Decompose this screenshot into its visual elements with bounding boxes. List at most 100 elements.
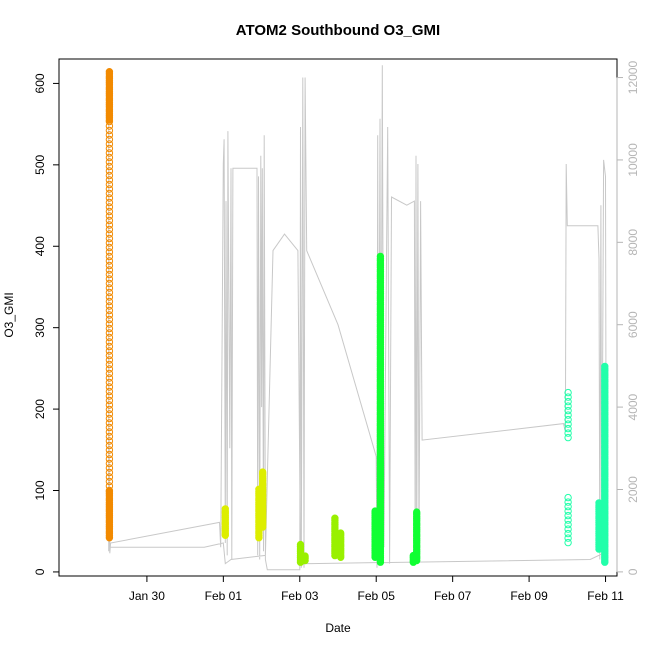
- data-point: [564, 420, 572, 428]
- y2-tick-label: 6000: [626, 311, 640, 338]
- data-point: [105, 180, 114, 189]
- data-point: [105, 302, 114, 310]
- data-point: [105, 225, 114, 234]
- y2-tick-label: 8000: [626, 229, 640, 256]
- data-point: [564, 415, 572, 424]
- y-tick-label: 200: [33, 399, 47, 419]
- data-point: [564, 502, 572, 511]
- data-point: [105, 149, 114, 157]
- data-point: [105, 450, 114, 459]
- data-point: [564, 493, 572, 502]
- x-tick-label: Feb 07: [434, 589, 472, 603]
- data-point: [105, 324, 114, 333]
- data-point: [105, 351, 114, 360]
- data-point: [105, 446, 114, 454]
- data-point: [564, 393, 572, 401]
- data-point: [105, 243, 114, 252]
- data-point: [105, 405, 114, 414]
- data-point: [105, 140, 114, 148]
- x-tick-label: Feb 05: [358, 589, 396, 603]
- y-tick-label: 600: [33, 73, 47, 93]
- x-tick-label: Jan 30: [129, 589, 165, 603]
- data-point: [105, 216, 114, 225]
- data-point: [564, 534, 572, 542]
- data-point: [105, 167, 114, 175]
- x-tick-label: Feb 01: [205, 589, 243, 603]
- data-point: [105, 288, 114, 297]
- data-point: [105, 333, 114, 342]
- x-tick-label: Feb 11: [587, 589, 624, 603]
- data-point: [301, 552, 309, 560]
- x-tick-label: Feb 09: [510, 589, 548, 603]
- data-point: [105, 293, 114, 301]
- data-point: [105, 320, 114, 328]
- data-point: [105, 477, 114, 486]
- data-point: [105, 459, 114, 468]
- data-point: [564, 511, 572, 520]
- data-point: [105, 117, 114, 126]
- data-point: [105, 248, 114, 256]
- data-point: [564, 429, 572, 437]
- data-points-layer: [105, 68, 609, 566]
- y-axis: 0 100 200 300 400 500 600: [33, 73, 60, 575]
- data-point: [564, 424, 572, 433]
- data-point: [105, 369, 114, 378]
- y2-tick-label: 4000: [626, 393, 640, 420]
- x-tick-label: Feb 03: [281, 589, 319, 603]
- data-point: [564, 411, 572, 419]
- data-point: [564, 397, 572, 406]
- data-point: [105, 414, 114, 423]
- data-point: [105, 176, 114, 184]
- data-point: [564, 538, 572, 547]
- data-point: [105, 315, 114, 324]
- data-point: [105, 203, 114, 211]
- data-point: [564, 516, 572, 524]
- data-point: [259, 468, 267, 476]
- data-point: [105, 261, 114, 270]
- data-point: [296, 540, 305, 549]
- secondary-y-axis: 0 2000 4000 6000 8000 10000 12000: [616, 61, 640, 575]
- data-point: [105, 158, 114, 166]
- data-point: [105, 374, 114, 382]
- data-point: [105, 342, 114, 351]
- data-point: [105, 356, 114, 364]
- data-point: [105, 122, 114, 130]
- y2-tick-label: 10000: [626, 143, 640, 177]
- data-point: [105, 365, 114, 373]
- data-point: [105, 401, 114, 409]
- data-point: [105, 144, 114, 153]
- data-point: [105, 239, 114, 247]
- data-point: [105, 230, 114, 238]
- y-tick-label: 100: [33, 480, 47, 500]
- chart-title: ATOM2 Southbound O3_GMI: [236, 22, 440, 39]
- data-point: [105, 153, 114, 162]
- data-point: [105, 378, 114, 387]
- y-axis-label: O3_GMI: [2, 292, 16, 337]
- data-point: [105, 464, 114, 472]
- data-point: [105, 207, 114, 216]
- x-axis-label: Date: [325, 621, 351, 635]
- data-point: [105, 212, 114, 220]
- data-point: [105, 423, 114, 432]
- data-point: [601, 362, 609, 371]
- data-point: [376, 252, 385, 261]
- data-point: [564, 507, 572, 515]
- data-point: [105, 437, 114, 445]
- data-point: [105, 306, 114, 315]
- x-axis: Jan 30 Feb 01 Feb 03 Feb 05 Feb 07 Feb 09 Feb …: [129, 575, 624, 603]
- data-point: [564, 406, 572, 415]
- data-point: [105, 68, 114, 76]
- data-point: [105, 311, 114, 319]
- data-point: [105, 266, 114, 274]
- data-point: [564, 402, 572, 410]
- data-point: [105, 329, 114, 337]
- data-point: [105, 473, 114, 481]
- data-point: [105, 432, 114, 441]
- data-point: [105, 171, 114, 180]
- data-point: [564, 433, 572, 442]
- data-point: [105, 338, 114, 346]
- data-point: [105, 482, 114, 490]
- data-point: [105, 131, 114, 139]
- data-point: [105, 126, 114, 135]
